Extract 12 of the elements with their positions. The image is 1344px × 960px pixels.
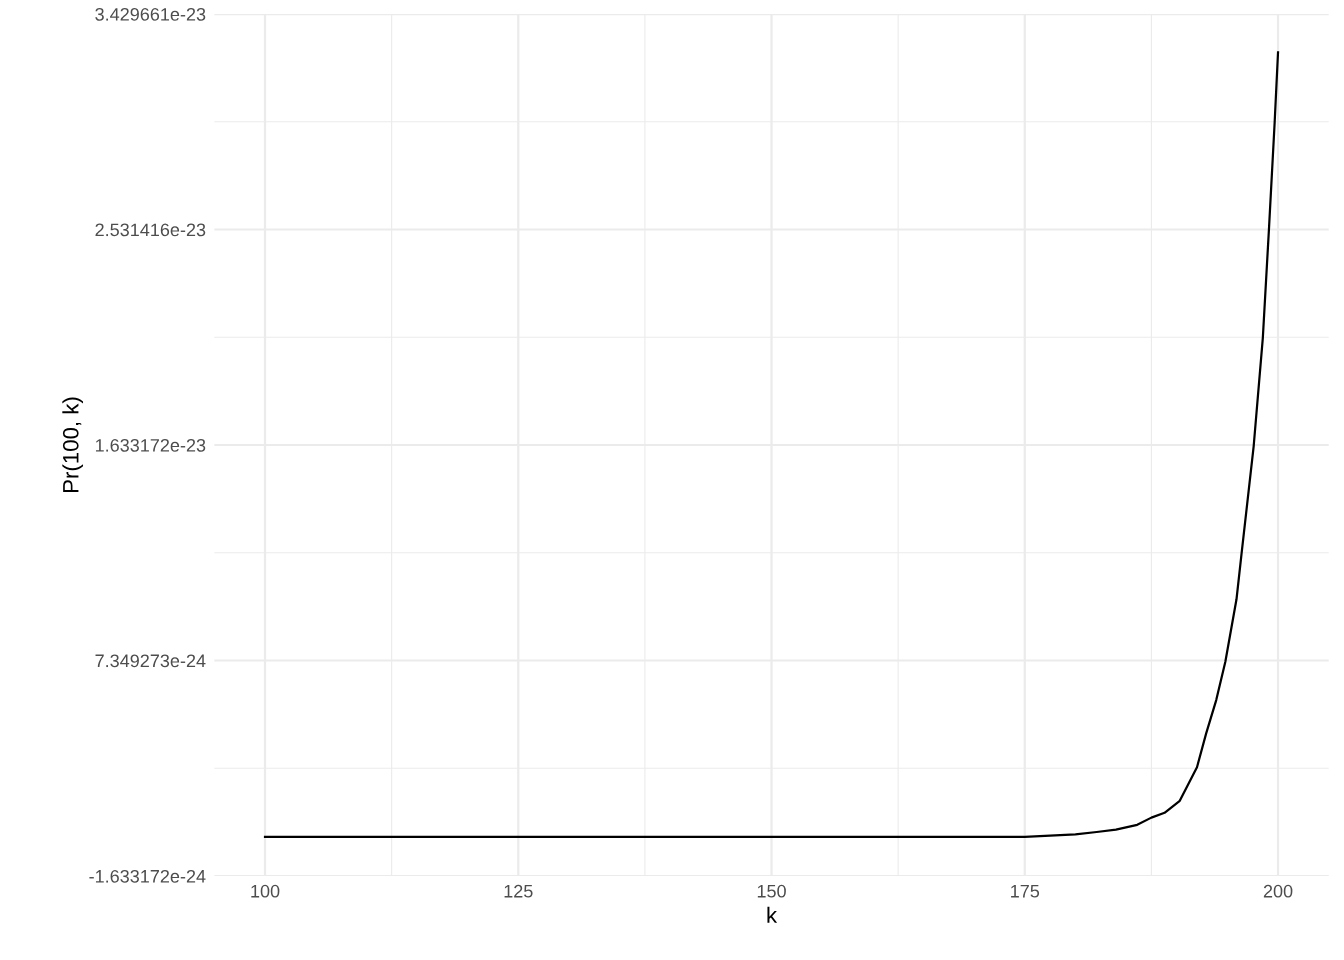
y-tick-label: 2.531416e-23 xyxy=(95,223,206,237)
x-tick-label: 125 xyxy=(504,884,533,898)
x-axis-title: k xyxy=(767,906,778,923)
x-tick-label: 200 xyxy=(1263,884,1293,898)
x-tick-label: 175 xyxy=(1011,885,1040,898)
y-tick-label: 3.429661e-23 xyxy=(95,7,206,21)
x-tick-label: 100 xyxy=(251,884,280,898)
x-tick-label: 150 xyxy=(757,884,786,898)
y-tick-label: 7.349273e-24 xyxy=(95,654,206,668)
y-tick-label: 1.633172e-23 xyxy=(95,438,206,452)
y-axis-title: Pr(100, k) xyxy=(62,397,84,492)
y-tick-label: -1.633172e-24 xyxy=(89,869,206,883)
